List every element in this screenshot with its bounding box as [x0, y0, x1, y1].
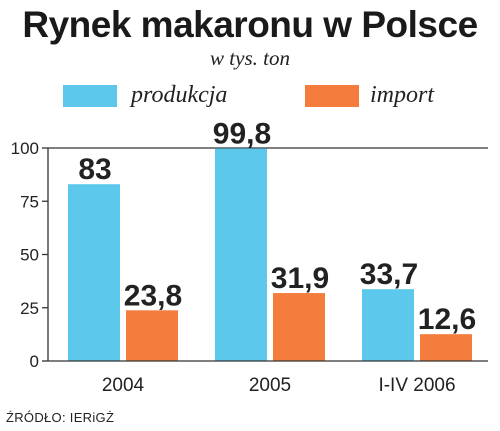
data-label-import-2: 12,6 — [418, 303, 476, 336]
data-label-produkcja-0: 83 — [78, 153, 111, 186]
bar-import-2 — [420, 334, 472, 361]
bar-import-0 — [126, 310, 178, 361]
legend-label-import: import — [370, 82, 435, 108]
y-tick-label-0: 0 — [30, 352, 39, 371]
y-tick-label-50: 50 — [20, 246, 39, 265]
y-tick-label-25: 25 — [20, 299, 39, 318]
legend-label-produkcja: produkcja — [131, 82, 228, 108]
source-note: ŹRÓDŁO: IERiGŻ — [6, 410, 115, 425]
x-tick-label-0: 2004 — [102, 375, 145, 396]
bar-produkcja-2 — [362, 289, 414, 361]
data-label-import-0: 23,8 — [124, 279, 182, 312]
bar-produkcja-1 — [215, 148, 267, 361]
chart-subtitle: w tys. ton — [210, 46, 290, 70]
x-tick-label-1: 2005 — [249, 375, 291, 396]
data-label-import-1: 31,9 — [271, 262, 329, 295]
y-tick-label-75: 75 — [20, 192, 39, 211]
data-label-produkcja-2: 33,7 — [360, 258, 418, 291]
bar-produkcja-0 — [68, 184, 120, 361]
legend-swatch-produkcja — [63, 85, 117, 107]
x-tick-label-2: I-IV 2006 — [378, 375, 455, 396]
data-label-produkcja-1: 99,8 — [213, 117, 271, 150]
legend-swatch-import — [305, 85, 359, 107]
chart-title: Rynek makaronu w Polsce — [22, 4, 478, 45]
y-tick-label-100: 100 — [11, 139, 39, 158]
bar-import-1 — [273, 293, 325, 361]
